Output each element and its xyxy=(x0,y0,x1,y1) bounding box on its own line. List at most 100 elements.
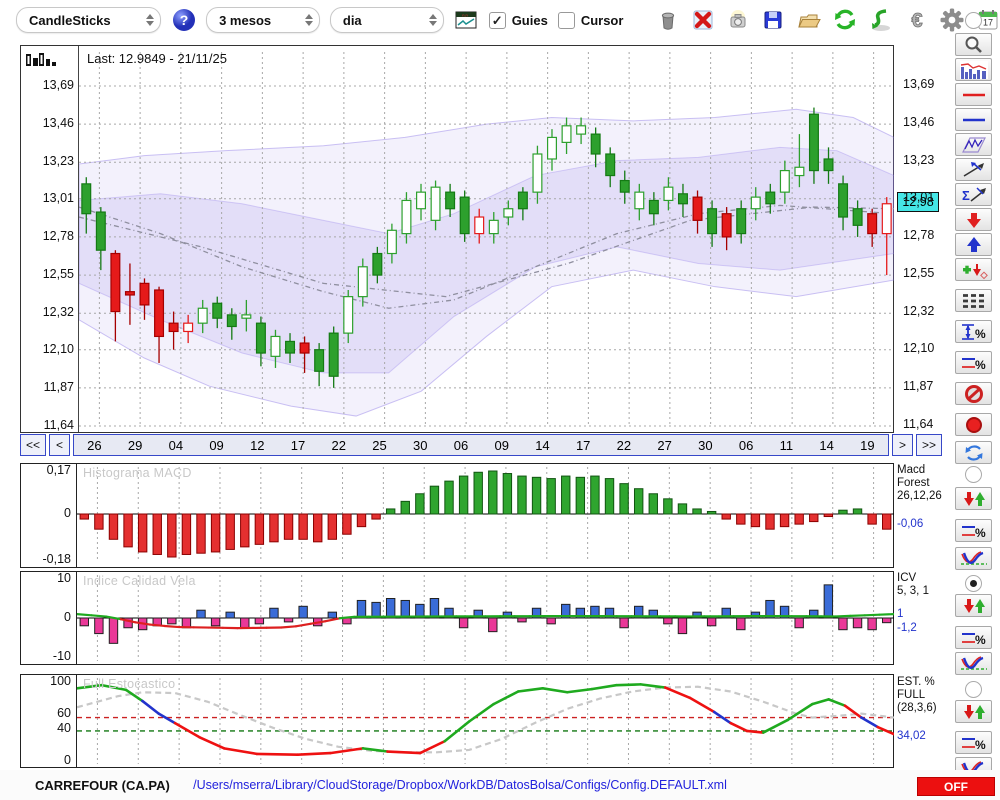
chart-window-icon: n,n xyxy=(455,11,477,29)
off-toggle[interactable]: OFF xyxy=(917,777,995,796)
estocastico-panel[interactable]: 100 60 40 0 Full Estocastico xyxy=(20,674,894,768)
period-select[interactable]: 3 mesos xyxy=(206,7,320,33)
delete-button[interactable] xyxy=(691,6,716,34)
current-price-tag: 12,98 xyxy=(897,191,939,212)
volume-chart-button[interactable] xyxy=(955,58,992,81)
add-signal-button[interactable] xyxy=(955,258,992,281)
axis-label: 60 xyxy=(57,705,71,720)
save-button[interactable] xyxy=(761,6,786,34)
calendar-button[interactable]: 17 xyxy=(975,6,1000,34)
est-panel-radio[interactable] xyxy=(965,681,982,698)
cursor-label: Cursor xyxy=(580,12,624,28)
red-arrow-down-icon xyxy=(966,212,981,228)
interval-select[interactable]: dia xyxy=(329,7,444,33)
icv-panel[interactable]: 10 0 -10 Indice Calidad Vela xyxy=(20,571,894,665)
config-path: /Users/mserra/Library/CloudStorage/Dropb… xyxy=(193,778,727,792)
open-button[interactable] xyxy=(796,6,822,34)
volume-chart-icon xyxy=(959,60,988,79)
range-percent-icon: % xyxy=(961,323,986,341)
trendline-tool-button[interactable] xyxy=(955,158,992,181)
zoom-tool-button[interactable] xyxy=(955,33,992,56)
prev-page-button[interactable]: < xyxy=(49,434,70,456)
estocastico-value: 34,02 xyxy=(897,729,926,742)
range-percent-button[interactable]: % xyxy=(955,320,992,343)
candlestick-plot[interactable]: Last: 12.9849 - 21/11/25 xyxy=(78,46,894,432)
macd-curve-button[interactable] xyxy=(955,547,992,570)
disable-tool-button[interactable] xyxy=(955,382,992,405)
date-label: 12 xyxy=(250,437,265,453)
estocastico-plot: Full Estocastico xyxy=(76,675,894,767)
main-chart[interactable]: 13,69 13,46 13,23 13,01 12,78 12,55 12,32 12,10… xyxy=(20,45,894,433)
buy-arrow-button[interactable] xyxy=(955,233,992,256)
sync-button[interactable] xyxy=(868,6,894,34)
date-label: 11 xyxy=(779,437,794,453)
svg-text:%: % xyxy=(975,327,986,341)
sell-arrow-button[interactable] xyxy=(955,208,992,231)
help-button[interactable]: ? xyxy=(171,6,196,34)
levels-tool-button[interactable] xyxy=(955,289,992,312)
reload-button[interactable] xyxy=(955,441,992,464)
date-label: 04 xyxy=(168,437,184,453)
price-label: 11,87 xyxy=(43,379,74,394)
macd-signals-button[interactable] xyxy=(955,487,992,510)
guies-checkbox[interactable]: ✓ xyxy=(488,11,506,29)
chevron-updown-icon xyxy=(428,14,437,26)
icv-panel-radio[interactable] xyxy=(965,575,982,592)
macd-percent-button[interactable]: % xyxy=(955,519,992,542)
price-label: 11,64 xyxy=(43,418,74,432)
first-page-button[interactable]: << xyxy=(20,434,46,456)
chart-window-button[interactable]: n,n xyxy=(454,6,479,34)
camera-icon xyxy=(730,10,746,28)
macd-panel-radio[interactable] xyxy=(965,466,982,483)
axis-label: 100 xyxy=(50,674,71,688)
estocastico-info: EST. % FULL (28,3,6) 34,02 xyxy=(897,676,955,743)
next-page-button[interactable]: > xyxy=(892,434,913,456)
date-strip[interactable]: 26 29 04 09 12 17 22 25 30 06 09 14 17 22 27 30 06 11 14 19 xyxy=(73,434,889,456)
macd-panel[interactable]: 0,17 0 -0,18 Histograma MACD xyxy=(20,463,894,568)
price-label: 13,46 xyxy=(42,116,74,131)
est-percent-button[interactable]: % xyxy=(955,731,992,754)
indicator-curve-icon xyxy=(960,550,987,565)
trash-button[interactable] xyxy=(656,6,681,34)
icv-percent-button[interactable]: % xyxy=(955,626,992,649)
date-navigation: << < 26 29 04 09 12 17 22 25 30 06 09 14 17 22 27 30 06 1… xyxy=(20,434,942,456)
open-folder-icon xyxy=(798,14,821,28)
axis-label: 10 xyxy=(57,571,71,585)
date-label: 06 xyxy=(453,437,469,453)
svg-text:?: ? xyxy=(179,12,188,28)
settings-button[interactable] xyxy=(939,6,965,34)
chart-type-select[interactable]: CandleSticks xyxy=(16,7,162,33)
axis-label: 0,17 xyxy=(46,463,71,477)
date-label: 22 xyxy=(616,437,632,453)
red-line-tool-button[interactable] xyxy=(955,83,992,106)
sum-trend-button[interactable]: Σ xyxy=(955,183,992,206)
price-label: 13,69 xyxy=(903,77,935,91)
price-label: 12,78 xyxy=(903,227,935,242)
forbid-icon xyxy=(964,384,983,403)
record-button[interactable] xyxy=(955,413,992,436)
price-label: 13,01 xyxy=(903,189,935,204)
axis-label: -0,18 xyxy=(42,551,72,566)
last-page-button[interactable]: >> xyxy=(916,434,942,456)
axis-label: 0 xyxy=(64,753,71,767)
guies-label: Guies xyxy=(511,12,548,28)
cursor-checkbox[interactable] xyxy=(557,11,575,29)
date-label: 17 xyxy=(290,437,306,453)
icv-signals-button[interactable] xyxy=(955,594,992,617)
est-signals-button[interactable] xyxy=(955,700,992,723)
refresh-button[interactable] xyxy=(832,6,858,34)
main-panel-radio[interactable] xyxy=(965,12,982,29)
blue-line-tool-button[interactable] xyxy=(955,108,992,131)
date-label: 22 xyxy=(331,437,346,453)
icv-curve-button[interactable] xyxy=(955,652,992,675)
lines-percent-button[interactable]: % xyxy=(955,351,992,374)
icv-value1: 1 xyxy=(897,608,904,621)
zigzag-channel-button[interactable] xyxy=(955,133,992,156)
svg-text:Σ: Σ xyxy=(962,188,970,203)
snapshot-button[interactable] xyxy=(726,6,751,34)
axis-label: -10 xyxy=(52,649,71,663)
date-label: 29 xyxy=(127,437,143,453)
axis-label: 0 xyxy=(64,610,71,624)
euro-button[interactable]: € xyxy=(904,6,929,34)
